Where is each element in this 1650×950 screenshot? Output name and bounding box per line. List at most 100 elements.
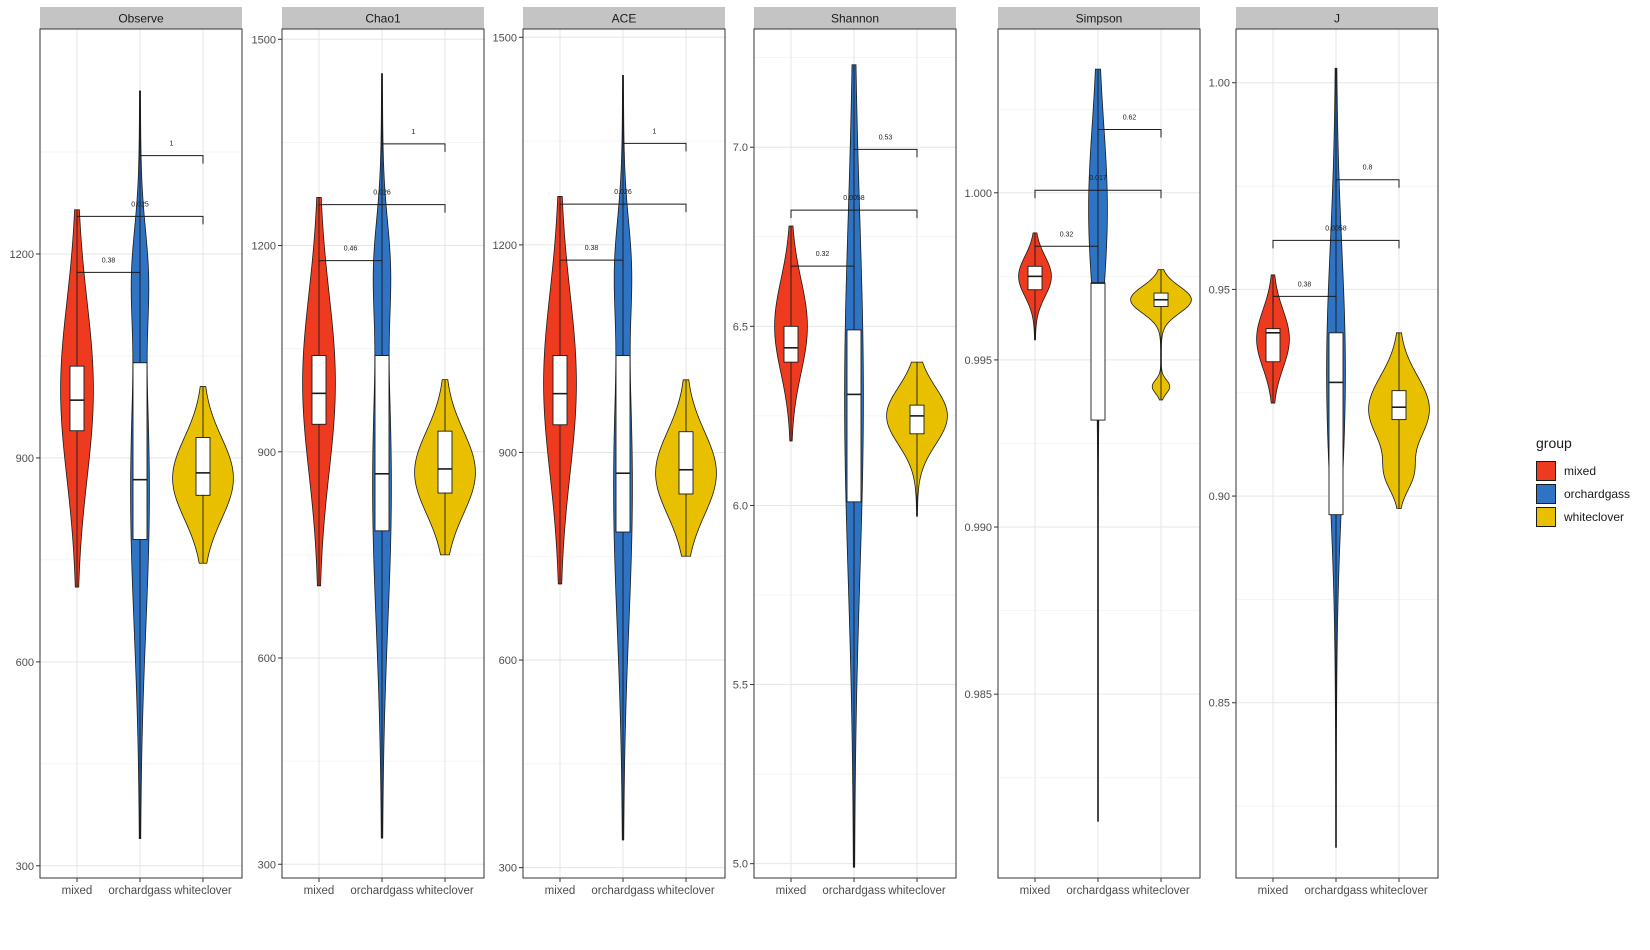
comparison-p-value: 0.38 bbox=[585, 245, 599, 252]
x-tick-label-orchardgass: orchardgass bbox=[822, 885, 886, 897]
legend-title: group bbox=[1536, 435, 1572, 451]
panel-chao1: Chao1 300 600 900 1200 1500 mixed orchardgass wh… bbox=[252, 7, 485, 897]
comparison-p-value: 0.0058 bbox=[843, 195, 865, 202]
y-tick-label: 6.0 bbox=[733, 500, 748, 512]
comparison-p-value: 0.62 bbox=[1123, 115, 1137, 122]
box-whiteclover bbox=[195, 437, 211, 496]
panel-simpson: Simpson 0.985 0.990 0.995 1.000 mixed orchardg… bbox=[964, 7, 1201, 897]
legend-key-mixed bbox=[1536, 460, 1556, 481]
box-orchardgass bbox=[846, 329, 862, 503]
facet-strip bbox=[282, 7, 484, 29]
facet-strip bbox=[754, 7, 956, 29]
comparison-p-value: 0.53 bbox=[879, 134, 893, 141]
x-tick-label-orchardgass: orchardgass bbox=[1304, 885, 1368, 897]
comparison-p-value: 0.026 bbox=[373, 190, 391, 197]
panel-observe: Observe 300 600 900 1200 mixed orchardgass whit… bbox=[10, 7, 243, 897]
comparison-bracket bbox=[853, 148, 918, 158]
facet-title: Observe bbox=[118, 12, 164, 26]
comparison-p-value: 0.32 bbox=[816, 251, 830, 258]
facet-strip bbox=[998, 7, 1200, 29]
comparison-p-value: 0.38 bbox=[102, 257, 116, 264]
y-tick-label: 0.85 bbox=[1209, 698, 1230, 710]
x-tick-label-mixed: mixed bbox=[1020, 885, 1051, 897]
comparison-bracket bbox=[1097, 129, 1162, 138]
legend-key-orchardgass bbox=[1536, 483, 1556, 504]
box-whiteclover bbox=[1391, 390, 1407, 421]
panel-border bbox=[281, 28, 485, 879]
comparison-bracket bbox=[1034, 245, 1099, 255]
y-tick-label: 1.00 bbox=[1209, 78, 1230, 90]
facet-strip bbox=[1236, 7, 1438, 29]
x-tick-label-orchardgass: orchardgass bbox=[108, 885, 172, 897]
x-tick-label-orchardgass: orchardgass bbox=[350, 885, 414, 897]
y-tick-label: 0.90 bbox=[1209, 491, 1230, 503]
y-tick-label: 900 bbox=[258, 447, 276, 459]
facet-title: J bbox=[1334, 12, 1340, 26]
facet-title: Simpson bbox=[1076, 12, 1123, 26]
y-tick-label: 600 bbox=[499, 655, 517, 667]
comparison-p-value: 1 bbox=[653, 128, 657, 135]
panel-shannon: Shannon 5.0 5.5 6.0 6.5 7.0 mixed orchardgass wh… bbox=[733, 7, 957, 897]
y-tick-label: 5.5 bbox=[733, 680, 748, 692]
panel-j: J 0.85 0.90 0.95 1.00 mixed orchardgass whitecl… bbox=[1209, 7, 1439, 897]
y-tick-label: 1200 bbox=[10, 249, 34, 261]
x-tick-label-mixed: mixed bbox=[776, 885, 807, 897]
comparison-bracket bbox=[790, 265, 855, 275]
comparison-bracket bbox=[318, 260, 383, 269]
box-orchardgass bbox=[132, 362, 148, 540]
x-tick-label-orchardgass: orchardgass bbox=[591, 885, 655, 897]
box-mixed bbox=[783, 325, 799, 363]
facet-title: Shannon bbox=[831, 12, 879, 26]
comparison-p-value: 0.025 bbox=[131, 201, 149, 208]
legend: group mixed orchardgass whiteclover bbox=[1536, 435, 1630, 528]
comparison-bracket bbox=[1272, 295, 1337, 305]
comparison-bracket bbox=[1272, 239, 1400, 249]
comparison-p-value: 0.8 bbox=[1363, 165, 1373, 172]
legend-label-whiteclover: whiteclover bbox=[1564, 509, 1625, 524]
y-tick-label: 1500 bbox=[493, 32, 517, 44]
x-tick-label-whiteclover: whiteclover bbox=[1369, 885, 1428, 897]
y-tick-label: 0.990 bbox=[964, 522, 992, 534]
y-tick-label: 300 bbox=[16, 861, 34, 873]
comparison-bracket bbox=[622, 142, 687, 152]
box-mixed bbox=[1265, 328, 1281, 363]
y-tick-label: 900 bbox=[16, 453, 34, 465]
panel-border bbox=[753, 28, 957, 879]
comparison-bracket bbox=[139, 155, 204, 164]
x-tick-label-whiteclover: whiteclover bbox=[415, 885, 474, 897]
box-orchardgass bbox=[615, 355, 631, 533]
x-tick-label-whiteclover: whiteclover bbox=[1131, 885, 1190, 897]
box-orchardgass bbox=[374, 355, 390, 532]
y-tick-label: 600 bbox=[258, 653, 276, 665]
y-tick-label: 600 bbox=[16, 657, 34, 669]
box-whiteclover bbox=[437, 430, 453, 494]
y-tick-label: 1.000 bbox=[964, 188, 992, 200]
facet-strip bbox=[40, 7, 242, 29]
x-tick-label-whiteclover: whiteclover bbox=[656, 885, 715, 897]
comparison-bracket bbox=[1335, 179, 1400, 188]
x-tick-label-mixed: mixed bbox=[545, 885, 576, 897]
box-whiteclover bbox=[678, 431, 694, 495]
comparison-p-value: 0.026 bbox=[614, 189, 632, 196]
y-tick-label: 0.985 bbox=[964, 689, 992, 701]
comparison-bracket bbox=[381, 143, 446, 152]
legend-item-whiteclover: whiteclover bbox=[1536, 505, 1630, 528]
comparison-bracket bbox=[559, 203, 687, 213]
comparison-bracket bbox=[76, 215, 204, 225]
y-tick-label: 1200 bbox=[493, 240, 517, 252]
comparison-p-value: 0.0058 bbox=[1325, 225, 1347, 232]
comparison-p-value: 1 bbox=[170, 141, 174, 148]
legend-item-orchardgass: orchardgass bbox=[1536, 482, 1630, 505]
box-mixed bbox=[69, 365, 85, 432]
x-tick-label-whiteclover: whiteclover bbox=[173, 885, 232, 897]
x-tick-label-orchardgass: orchardgass bbox=[1066, 885, 1130, 897]
legend-label-mixed: mixed bbox=[1564, 463, 1597, 478]
y-tick-label: 0.995 bbox=[964, 355, 992, 367]
comparison-p-value: 1 bbox=[412, 129, 416, 136]
x-tick-label-whiteclover: whiteclover bbox=[887, 885, 946, 897]
x-tick-label-mixed: mixed bbox=[62, 885, 93, 897]
comparison-p-value: 0.46 bbox=[344, 246, 358, 253]
y-tick-label: 1500 bbox=[252, 34, 276, 46]
comparison-p-value: 0.38 bbox=[1298, 281, 1312, 288]
